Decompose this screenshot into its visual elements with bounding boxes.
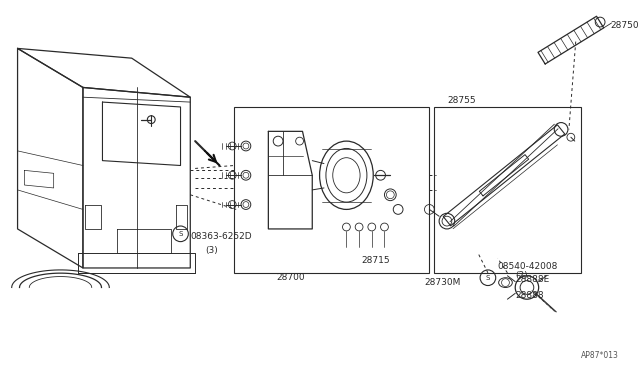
Text: 28750: 28750: [610, 22, 639, 31]
Bar: [234, 107, 429, 273]
Text: 08363-6252D: 08363-6252D: [190, 232, 252, 241]
Text: S: S: [486, 275, 490, 281]
Text: 28755: 28755: [447, 96, 476, 105]
Text: 28700: 28700: [276, 273, 305, 282]
Text: 28730M: 28730M: [424, 278, 461, 287]
Text: 28888E: 28888E: [515, 275, 550, 284]
Text: (3): (3): [205, 246, 218, 255]
Bar: [435, 107, 580, 273]
Text: S: S: [179, 231, 182, 237]
Text: AP87*013: AP87*013: [580, 351, 618, 360]
Text: 28715: 28715: [361, 256, 390, 264]
Text: 28888: 28888: [515, 291, 544, 300]
Text: 08540-42008: 08540-42008: [498, 262, 558, 270]
Text: (2): (2): [515, 271, 528, 280]
